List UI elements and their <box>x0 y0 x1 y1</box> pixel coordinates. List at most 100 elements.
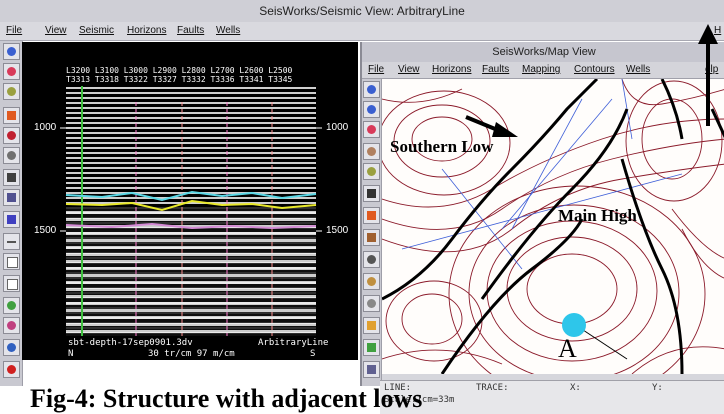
seismic-section[interactable] <box>22 42 358 360</box>
pencil-button[interactable] <box>3 147 20 164</box>
map-canvas[interactable]: Southern Low Main High A <box>382 79 724 374</box>
label-southern-low: Southern Low <box>390 137 494 156</box>
hand-icon <box>367 147 376 156</box>
menu-wells[interactable]: Wells <box>216 25 241 36</box>
contour-icon <box>367 277 376 286</box>
grid-icon <box>367 233 376 242</box>
traces-icon <box>7 173 16 182</box>
menu-faults[interactable]: Faults <box>177 25 205 36</box>
colorbar-button[interactable] <box>3 107 20 124</box>
location-a-marker[interactable] <box>562 313 586 337</box>
map-select-button[interactable] <box>363 185 380 202</box>
status-line-label: LINE: <box>384 383 412 393</box>
map-menu-contours[interactable]: Contours <box>574 64 615 75</box>
map-menu-faults[interactable]: Faults <box>482 64 510 75</box>
layers-icon <box>367 365 376 374</box>
record-icon <box>7 365 16 374</box>
north-annotation-arrow <box>698 24 718 126</box>
map-dots-button[interactable] <box>363 295 380 312</box>
map-menu-wells[interactable]: Wells <box>626 64 651 75</box>
leader-line <box>576 325 628 360</box>
map-contour-button[interactable] <box>363 273 380 290</box>
arrow-button[interactable] <box>3 339 20 356</box>
stop-tool-button[interactable] <box>3 63 20 80</box>
select-icon <box>367 189 376 198</box>
horizon-yellow <box>65 199 317 212</box>
map-menu-file[interactable]: File <box>368 64 385 75</box>
pick-icon <box>367 167 376 176</box>
menu-view[interactable]: View <box>45 25 67 36</box>
map-hand-button[interactable] <box>363 143 380 160</box>
figure-caption: Fig-4: Structure with adjacent lows <box>30 384 423 413</box>
palette-icon <box>367 321 376 330</box>
map-zoom-in-button[interactable] <box>363 81 380 98</box>
zoom-out-icon <box>367 105 376 114</box>
compass-south: S <box>310 349 316 359</box>
map-fault-button[interactable] <box>363 251 380 268</box>
seismic-lines <box>401 79 683 270</box>
no-entry-icon <box>7 67 16 76</box>
map-menubar: File View Horizons Faults Mapping Contou… <box>362 62 724 79</box>
southern-low-arrow-head <box>492 122 518 137</box>
page-icon <box>7 279 18 290</box>
menu-file[interactable]: File <box>6 25 23 36</box>
magnet-button[interactable] <box>3 127 20 144</box>
record-button[interactable] <box>3 361 20 378</box>
contour-map[interactable]: Southern Low Main High A <box>382 79 724 374</box>
line-numbers: L3200 L3100 L3000 L2900 L2800 L2700 L260… <box>66 66 293 75</box>
zoom-tool-button[interactable] <box>3 43 20 60</box>
map-surface-button[interactable] <box>363 339 380 356</box>
depth-label-1000-right: 1000 <box>326 122 349 133</box>
menu-horizons[interactable]: Horizons <box>127 25 167 36</box>
pick-tool-button[interactable] <box>3 83 20 100</box>
map-menu-view[interactable]: View <box>398 64 420 75</box>
colorbar-icon <box>367 211 376 220</box>
horizon-cyan <box>65 190 317 202</box>
no-entry-icon <box>367 125 376 134</box>
fault-icon <box>7 215 16 224</box>
main-window-title: SeisWorks/Seismic View: ArbitraryLine <box>259 4 465 18</box>
depth-label-1500-right: 1500 <box>326 225 349 236</box>
label-main-high: Main High <box>558 206 637 225</box>
compass-north: N <box>68 349 74 359</box>
map-zoom-out-button[interactable] <box>363 101 380 118</box>
map-status-bar: LINE: TRACE: X: Y: Scale:1cm=33m <box>380 380 724 414</box>
magnifier-icon <box>7 47 16 56</box>
fault-button[interactable] <box>3 211 20 228</box>
wiggle-button[interactable] <box>3 189 20 206</box>
menu-help[interactable]: H <box>714 25 722 36</box>
map-layers-button[interactable] <box>363 361 380 378</box>
map-window-title: SeisWorks/Map View <box>492 46 596 58</box>
zoom-in-icon <box>367 85 376 94</box>
map-menu-help[interactable]: elp <box>705 64 719 75</box>
dots-icon <box>367 299 376 308</box>
map-grid-button[interactable] <box>363 229 380 246</box>
curve-button[interactable] <box>3 317 20 334</box>
main-menubar: File View Seismic Horizons Faults Wells … <box>0 22 724 41</box>
map-menu-horizons[interactable]: Horizons <box>432 64 472 75</box>
magnet-icon <box>7 131 16 140</box>
status-scale: Scale:1cm=33m <box>384 395 455 405</box>
status-trace-label: TRACE: <box>476 383 509 393</box>
menu-seismic[interactable]: Seismic <box>79 25 115 36</box>
seismic-section-panel[interactable]: L3200 L3100 L3000 L2900 L2800 L2700 L260… <box>22 42 358 360</box>
map-pick-button[interactable] <box>363 163 380 180</box>
map-palette-button[interactable] <box>363 317 380 334</box>
surface-icon <box>7 301 16 310</box>
dataset-name: sbt-depth-17sep0901.3dv <box>68 338 193 348</box>
depth-label-1500-left: 1500 <box>34 225 57 236</box>
map-colorbar-button[interactable] <box>363 207 380 224</box>
traces-button[interactable] <box>3 169 20 186</box>
copy-button[interactable] <box>3 253 20 270</box>
line-button[interactable] <box>3 233 20 250</box>
status-x-label: X: <box>570 383 581 393</box>
map-menu-mapping[interactable]: Mapping <box>522 64 561 75</box>
surface-button[interactable] <box>3 297 20 314</box>
map-stop-button[interactable] <box>363 121 380 138</box>
pick-icon <box>7 87 16 96</box>
page-button[interactable] <box>3 275 20 292</box>
status-y-label: Y: <box>652 383 663 393</box>
section-name: ArbitraryLine <box>258 338 329 348</box>
wiggle-icon <box>7 193 16 202</box>
curve-icon <box>7 321 16 330</box>
